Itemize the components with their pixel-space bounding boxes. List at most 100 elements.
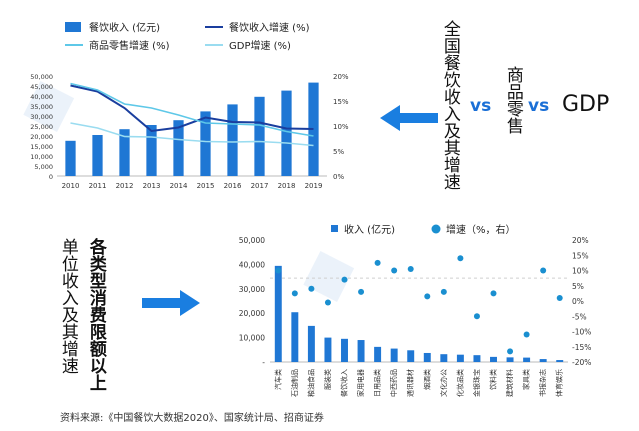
- series-line: [70, 122, 314, 147]
- x-tick-label: 汽车类: [273, 369, 282, 390]
- bar: [357, 340, 365, 362]
- series-line: [70, 84, 314, 133]
- y-tick-label-right: 15%: [333, 98, 349, 106]
- x-tick-label: 2013: [143, 182, 161, 190]
- vs-label-1: vs: [470, 96, 492, 116]
- growth-dot: [473, 313, 480, 320]
- y-tick-label-right: 10%: [572, 267, 589, 276]
- bar: [119, 129, 130, 176]
- growth-dot: [275, 267, 282, 274]
- y-tick-label-right: -10%: [572, 328, 591, 337]
- bar: [506, 357, 514, 362]
- x-tick-label: 书报杂志: [538, 369, 547, 397]
- bar: [92, 135, 103, 176]
- growth-dot: [507, 348, 514, 355]
- y-tick-label-left: 25,000: [30, 123, 53, 131]
- y-tick-label-left: 50,000: [30, 73, 53, 81]
- x-tick-label: 日用品类: [373, 369, 382, 397]
- y-tick-label-right: 0%: [572, 297, 584, 306]
- bar: [307, 325, 315, 362]
- growth-dot: [523, 331, 530, 338]
- bar: [473, 355, 481, 362]
- y-tick-label-left: 50,000: [239, 236, 265, 245]
- x-tick-label: 2014: [170, 182, 188, 190]
- bar: [423, 352, 431, 362]
- x-tick-label: 中西药品: [389, 369, 398, 397]
- growth-dot: [540, 267, 547, 274]
- compare-retail: 商品零售: [502, 66, 523, 134]
- x-tick-label: 2015: [197, 182, 215, 190]
- growth-dot: [440, 288, 447, 295]
- y-tick-label-left: 20,000: [30, 133, 53, 141]
- y-tick-label-right: -15%: [572, 343, 591, 352]
- y-tick-label-left: 5,000: [34, 163, 53, 171]
- top-combo-chart: 餐饮收入 (亿元) 餐饮收入增速 (%) 商品零售增速 (%) GDP增速 (%) 0…: [30, 21, 349, 190]
- y-tick-label-left: 10,000: [239, 334, 265, 343]
- bar: [374, 346, 382, 362]
- bar: [523, 357, 531, 362]
- x-tick-label: 家用电器: [356, 369, 365, 397]
- y-tick-label-right: -5%: [572, 312, 587, 321]
- bar: [254, 96, 265, 176]
- bar: [440, 354, 448, 362]
- x-tick-label: 家具类: [522, 369, 531, 390]
- growth-dot: [358, 288, 365, 295]
- arrow-right-icon: [142, 290, 200, 316]
- bar: [407, 350, 415, 362]
- bar: [324, 337, 332, 362]
- legend-swatch: [65, 22, 81, 32]
- bar: [490, 356, 497, 362]
- y-tick-label-right: 10%: [333, 123, 349, 131]
- x-tick-label: 餐饮收入: [340, 369, 349, 397]
- growth-dot: [341, 276, 348, 283]
- source-note: 资料来源:《中国餐饮大数据2020》、国家统计局、招商证券: [60, 413, 324, 424]
- x-tick-label: 2010: [62, 182, 80, 190]
- growth-dot: [291, 290, 298, 297]
- y-tick-label-left: 20,000: [239, 309, 265, 318]
- bar: [281, 90, 292, 176]
- growth-dot: [391, 267, 398, 274]
- y-tick-label-left: 15,000: [30, 143, 53, 151]
- bar: [146, 125, 157, 176]
- legend-label: 餐饮收入 (亿元): [89, 21, 160, 34]
- y-tick-label-right: -20%: [572, 358, 591, 367]
- bottom-title-col2: 各类型消费限额以上: [85, 238, 106, 391]
- vs-label-2: vs: [528, 96, 550, 116]
- legend: 餐饮收入 (亿元) 餐饮收入增速 (%) 商品零售增速 (%) GDP增速 (%): [65, 21, 310, 52]
- y-tick-label-left: -: [262, 358, 265, 367]
- legend-label: 餐饮收入增速 (%): [229, 21, 310, 34]
- growth-dot: [407, 265, 414, 272]
- top-chart-title: 全国餐饮收入及其增速: [439, 20, 460, 190]
- legend-swatch: [331, 225, 338, 232]
- y-tick-label-left: 10,000: [30, 153, 53, 161]
- x-tick-label: 化妆品类: [455, 369, 464, 397]
- bar: [308, 82, 319, 176]
- y-tick-label-left: 30,000: [239, 285, 265, 294]
- growth-dot: [424, 293, 431, 300]
- x-tick-label: 2018: [278, 182, 296, 190]
- x-tick-label: 2017: [251, 182, 269, 190]
- x-tick-label: 建筑材料: [505, 369, 514, 397]
- y-tick-label-right: 20%: [572, 236, 589, 245]
- y-tick-label-right: 20%: [333, 73, 349, 81]
- x-tick-label: 石油制品: [290, 369, 299, 397]
- comparison-block: vs 商品零售 vs GDP: [470, 62, 635, 152]
- bar: [556, 360, 564, 362]
- bar: [390, 348, 398, 362]
- x-tick-label: 金银珠宝: [472, 369, 481, 397]
- legend-label: GDP增速 (%): [229, 39, 291, 52]
- y-tick-label-right: 5%: [572, 282, 584, 291]
- y-tick-label-left: 40,000: [30, 93, 53, 101]
- y-tick-label-right: 5%: [333, 148, 344, 156]
- y-tick-label-right: 15%: [572, 251, 589, 260]
- bar: [291, 312, 299, 362]
- y-tick-label-left: 35,000: [30, 103, 53, 111]
- x-tick-label: 文化办公: [439, 369, 448, 397]
- y-tick-label-left: 0: [49, 173, 53, 181]
- bar: [539, 359, 547, 362]
- bottom-title-col1: 单位收入及其增速: [57, 238, 78, 374]
- growth-dot: [457, 255, 464, 262]
- bar: [227, 104, 238, 176]
- legend: 收入 (亿元) 增速（%，右）: [331, 223, 516, 236]
- legend-swatch: [431, 224, 441, 234]
